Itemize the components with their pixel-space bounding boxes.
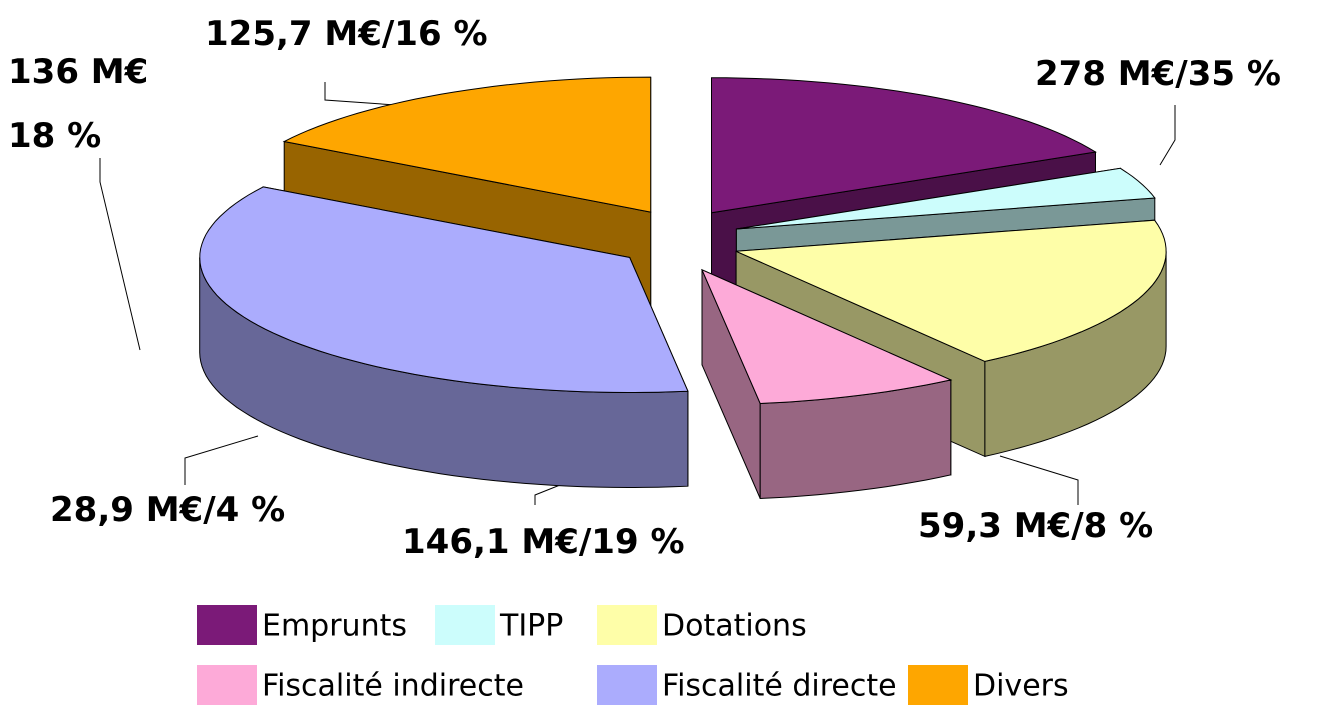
leader-line (999, 455, 1079, 505)
data-label: 125,7 M€/16 % (205, 14, 488, 54)
leader-line (99, 158, 141, 351)
legend-swatch (908, 665, 968, 705)
slice (282, 76, 652, 213)
legend-swatch (597, 605, 657, 645)
legend: Emprunts TIPP Dotations Fiscalité indirecte… (197, 605, 1069, 705)
legend-swatch (197, 605, 257, 645)
data-label: 28,9 M€/4 % (50, 490, 286, 530)
slice (701, 268, 953, 500)
leader-line (184, 435, 259, 485)
slice (199, 186, 689, 489)
slice (701, 268, 953, 405)
legend-label: Divers (973, 669, 1069, 704)
legend-label: Fiscalité directe (662, 669, 897, 704)
slice (199, 186, 689, 394)
leader-line (324, 82, 411, 107)
legend-swatch (197, 665, 257, 705)
legend-label: Emprunts (262, 609, 407, 644)
data-label: 59,3 M€/8 % (918, 506, 1154, 546)
slice (735, 219, 1167, 362)
data-label: 136 M€ 18 % (8, 52, 149, 156)
pie (199, 76, 1167, 500)
data-label: 146,1 M€/19 % (402, 522, 685, 562)
legend-label: Fiscalité indirecte (262, 669, 524, 704)
data-label: 278 M€/35 % (1035, 54, 1281, 94)
leader-line (1159, 105, 1176, 166)
legend-swatch (435, 605, 495, 645)
slice (711, 77, 1097, 214)
legend-label: Dotations (662, 609, 807, 644)
legend-label: TIPP (499, 609, 563, 644)
legend-swatch (597, 665, 657, 705)
slice (736, 167, 1156, 230)
